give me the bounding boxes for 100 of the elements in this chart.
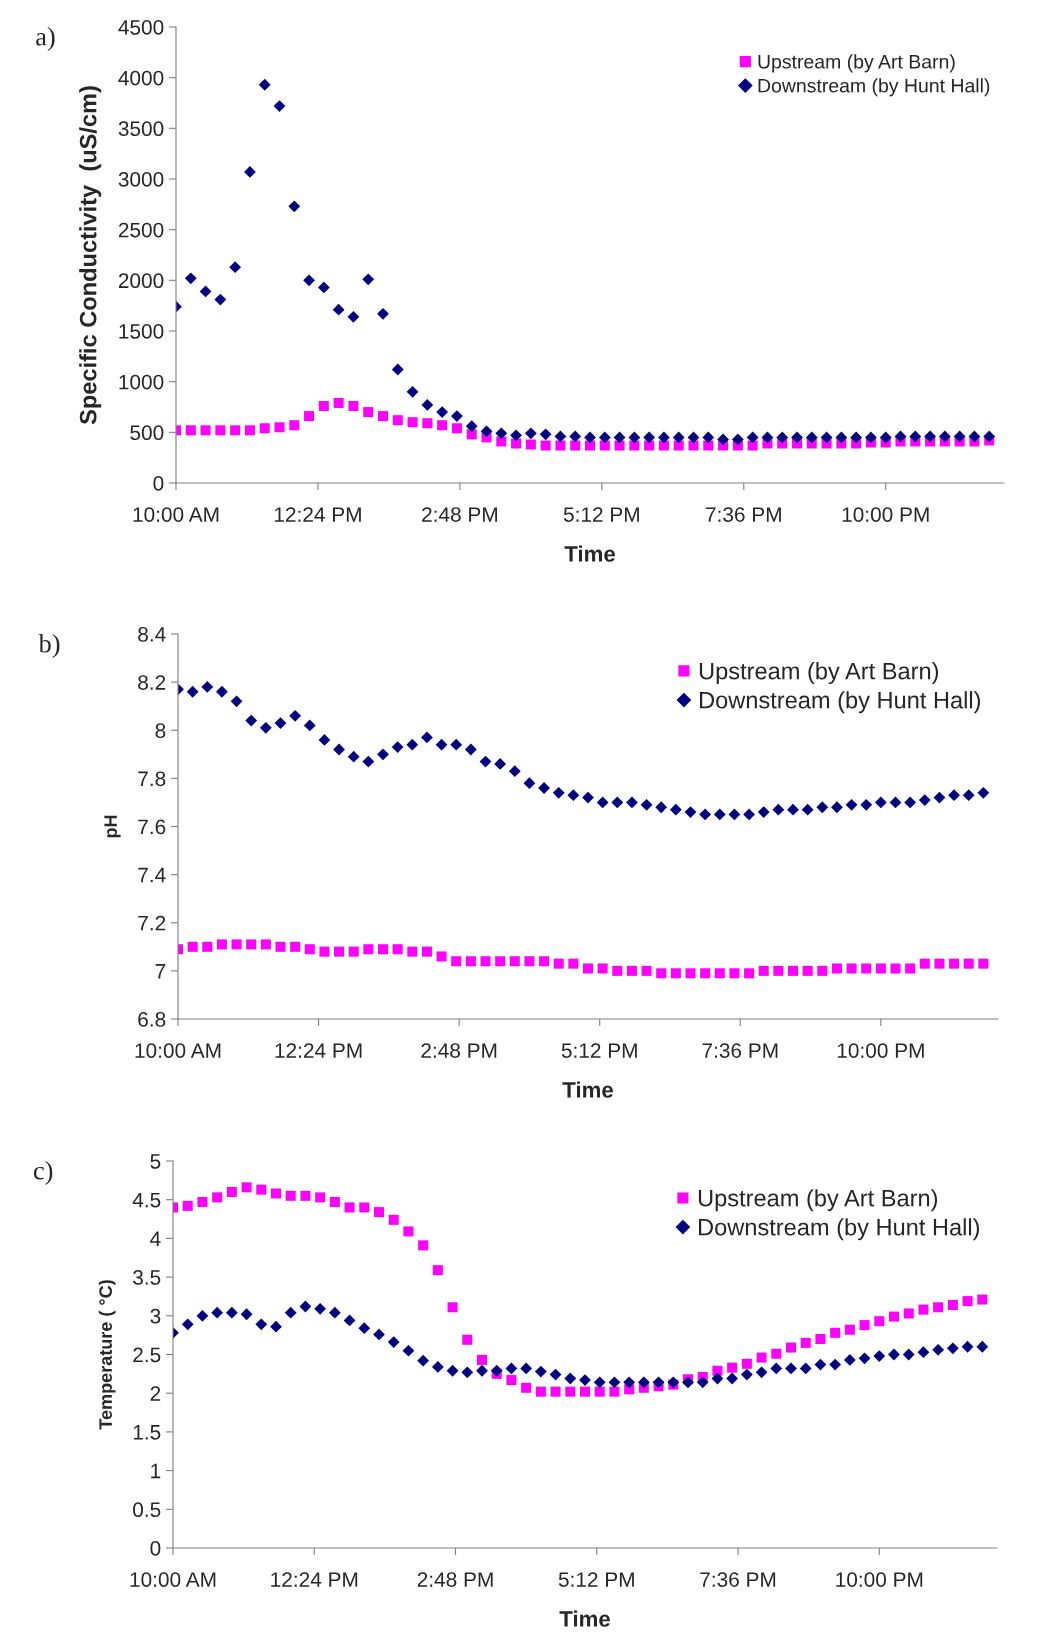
point (594, 1386, 605, 1397)
point (373, 1328, 385, 1341)
x-tick-label: 10:00 PM (842, 507, 929, 522)
point (461, 1366, 474, 1379)
point (815, 1334, 826, 1345)
point (450, 738, 463, 751)
point (805, 431, 818, 444)
point (918, 1304, 929, 1315)
point (946, 1342, 959, 1355)
point (347, 750, 360, 763)
point (874, 1316, 885, 1327)
point (905, 963, 916, 974)
y-tick-label: 2.5 (133, 1347, 161, 1363)
point (785, 1362, 797, 1375)
y-tick-label: 1000 (119, 374, 164, 390)
point (362, 755, 375, 768)
point (303, 719, 316, 732)
legend-label: Upstream (by Art Barn) (699, 662, 939, 685)
y-axis-title: Temperature ( °C) (98, 1280, 116, 1430)
point (714, 968, 725, 979)
point (451, 423, 462, 434)
point (552, 786, 565, 799)
point (406, 738, 419, 751)
point (270, 1320, 282, 1333)
point (244, 166, 256, 178)
point (314, 1302, 327, 1315)
y-tick-label: 1.5 (133, 1425, 161, 1440)
point (820, 431, 833, 444)
point (976, 1340, 989, 1353)
point (776, 431, 789, 444)
point (570, 440, 581, 451)
point (829, 1358, 842, 1371)
point (216, 685, 228, 698)
y-tick-label: 4000 (118, 70, 164, 86)
point (977, 786, 990, 799)
chart-title: c) (33, 1161, 53, 1185)
point (317, 281, 330, 294)
point (318, 733, 331, 746)
point (888, 1348, 900, 1361)
point (246, 939, 257, 950)
point (436, 951, 447, 962)
point (229, 261, 242, 274)
point (391, 363, 404, 376)
y-tick-label: 500 (130, 425, 164, 441)
point (315, 1192, 326, 1203)
x-tick-label: 10:00 AM (135, 1043, 221, 1058)
point (181, 1318, 194, 1331)
y-tick-label: 7.4 (138, 867, 166, 883)
point (962, 789, 975, 802)
point (274, 717, 287, 729)
point (612, 965, 623, 976)
y-tick-label: 2 (150, 1386, 161, 1401)
point (684, 806, 697, 818)
point (702, 431, 715, 444)
point (949, 958, 960, 969)
point (240, 1308, 253, 1321)
point (658, 431, 670, 444)
point (226, 1186, 237, 1197)
legend-label: Downstream (by Hunt Hall) (699, 1218, 980, 1241)
point (740, 1368, 753, 1381)
point (258, 78, 271, 91)
point (431, 1360, 444, 1373)
y-tick-label: 4500 (118, 20, 164, 35)
point (520, 1362, 533, 1375)
point (446, 1364, 459, 1377)
point (555, 440, 566, 451)
point (377, 411, 389, 422)
point (785, 1342, 797, 1353)
point (962, 1296, 973, 1307)
point (787, 965, 799, 976)
point (245, 714, 258, 727)
y-tick-label: 8 (155, 723, 166, 738)
point (801, 803, 814, 816)
point (289, 709, 302, 722)
point (343, 1314, 356, 1327)
point (539, 428, 552, 441)
point (643, 431, 656, 444)
y-tick-label: 4 (150, 1231, 161, 1246)
point (903, 1308, 914, 1319)
point (802, 965, 813, 976)
point (816, 801, 829, 814)
point (363, 407, 374, 418)
y-axis-title: pH (104, 815, 121, 838)
point (741, 1358, 752, 1369)
chart-title: b) (38, 634, 60, 658)
point (303, 274, 315, 287)
point (628, 431, 641, 444)
point (480, 956, 491, 967)
point (743, 808, 755, 821)
point (924, 430, 936, 443)
point (275, 941, 286, 952)
point (917, 1346, 930, 1359)
point (729, 968, 740, 979)
point (318, 400, 329, 411)
point (712, 1365, 723, 1376)
point (875, 963, 886, 974)
point (656, 968, 667, 979)
point (550, 1386, 561, 1397)
point (256, 1184, 267, 1195)
point (873, 1350, 886, 1362)
